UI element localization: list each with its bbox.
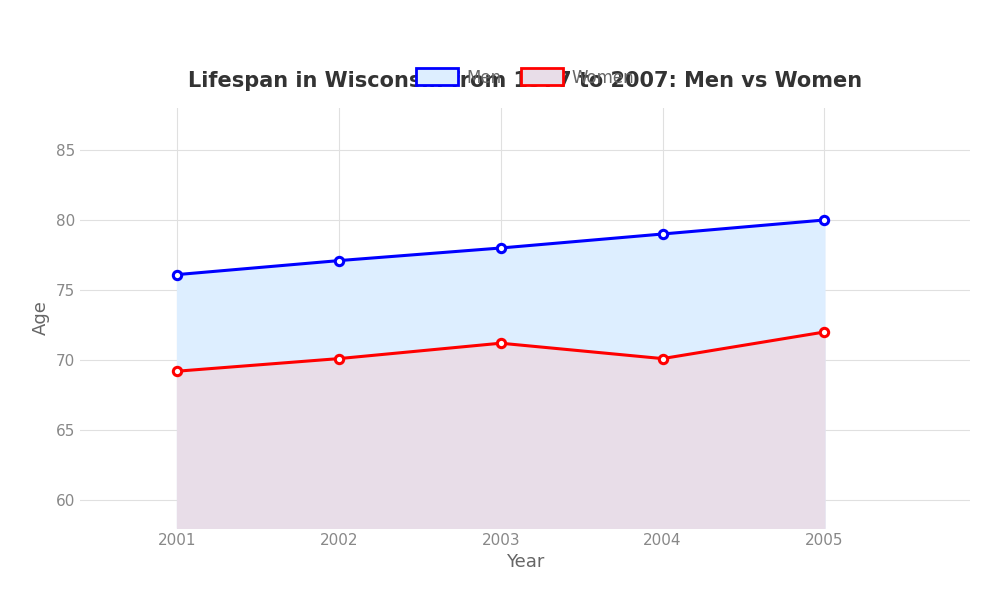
Y-axis label: Age: Age [32,301,50,335]
X-axis label: Year: Year [506,553,544,571]
Legend: Men, Women: Men, Women [409,62,641,93]
Title: Lifespan in Wisconsin from 1977 to 2007: Men vs Women: Lifespan in Wisconsin from 1977 to 2007:… [188,71,862,91]
